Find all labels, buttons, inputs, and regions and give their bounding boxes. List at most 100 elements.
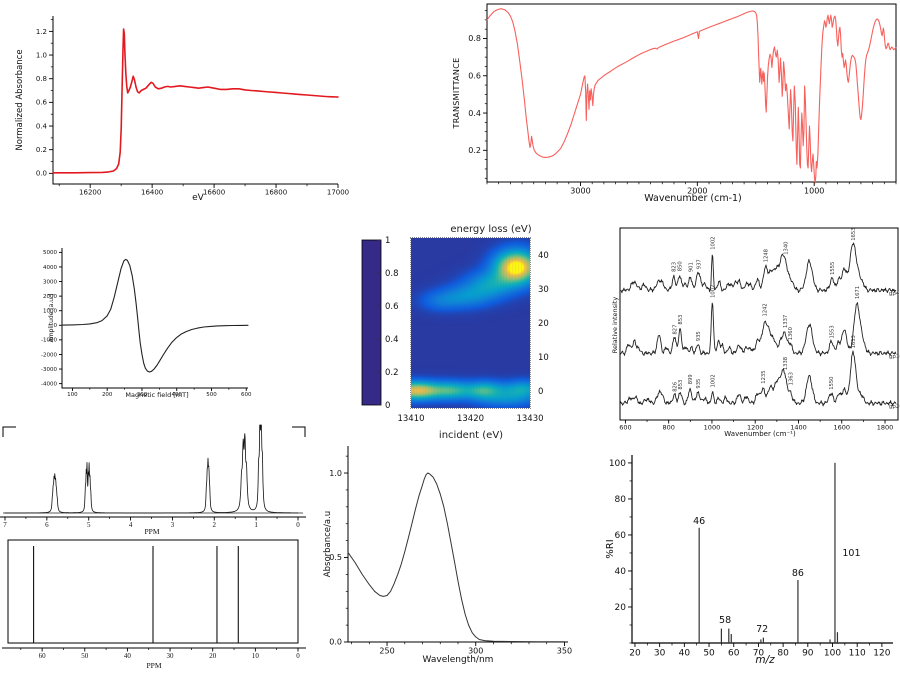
corner-bracket-right [292, 426, 306, 437]
energy-loss-tick-label: 40 [538, 251, 549, 261]
y-tick-label: 100 [609, 459, 626, 469]
nmr13c-plot: 60 50 40 30 20 10 0 [2, 539, 306, 660]
x-tick-label: 120 [873, 648, 890, 658]
xanes-group: 16200 16400 16600 16800 17000 0.0 0.2 0.4 0.6 0.8… [36, 16, 349, 196]
x-tick-label: 6 [45, 521, 49, 529]
y-tick-label: 20 [615, 603, 627, 613]
colorbar-tick-label: 0.6 [385, 302, 399, 312]
mass-peak-label: 58 [719, 615, 731, 626]
y-tick-label: 1.2 [36, 28, 47, 36]
spectrum-line [486, 8, 897, 184]
x-tick-label: 16800 [265, 188, 287, 196]
y-tick-label: 5000 [43, 250, 57, 256]
y-tick-label: 0.8 [468, 34, 481, 43]
colorbar [361, 239, 382, 406]
x-tick-label: 5 [87, 521, 91, 529]
epr-plot: 100 200 300 400 500 600 -4000 -3000 -2000 -1000 0 1… [41, 248, 252, 398]
x-tick-label: 50 [81, 652, 89, 660]
x-tick-label: 60 [728, 648, 740, 658]
colorbar-tick-label: 0 [385, 401, 390, 411]
peak-label: 1363 [788, 372, 794, 385]
raman-group: 600 800 1000 1200 1400 1600 1800 823 850 901 937 10… [619, 227, 900, 431]
x-tick-label: 7 [3, 521, 7, 529]
x-tick-label: 16200 [79, 188, 101, 196]
x-tick-label: 110 [849, 648, 866, 658]
xanes-panel: 16200 16400 16600 16800 17000 0.0 0.2 0.4 0.6 0.8… [8, 0, 355, 212]
x-tick-label: 300 [468, 646, 483, 655]
x-tick-label: 600 [241, 392, 252, 398]
y-tick-label: 0.6 [36, 99, 48, 107]
peak-label: 935 [696, 379, 702, 389]
trace-label: gp4 [889, 291, 900, 297]
x-tick-label: 100 [67, 392, 78, 398]
uv-x-axis-label: Wavelength/nm [422, 655, 494, 665]
colorbar-tick-label: 1 [385, 236, 390, 246]
epr-panel: 100 200 300 400 500 600 -4000 -3000 -2000 -1000 0 1… [41, 232, 270, 407]
spectrum-line [620, 302, 897, 357]
x-tick-label: 1600 [833, 423, 850, 431]
uv-plot: 250 300 350 0.0 0.5 1.0 [329, 446, 572, 655]
uv-group: 250 300 350 0.0 0.5 1.0 [329, 446, 572, 655]
uv-panel: 250 300 350 0.0 0.5 1.0 Absorbance/a.u Wavele… [315, 432, 572, 675]
x-tick-label: 20 [629, 648, 641, 658]
ms-x-axis-label: m/z [755, 654, 775, 666]
ms-plot: 20 30 40 50 60 70 80 90 100 110 120 20 40 60 80 100 46 58… [609, 455, 893, 658]
x-tick-label: 500 [206, 392, 217, 398]
nmr1h-x-axis-label: PPM [144, 527, 160, 536]
x-tick-label: 40 [124, 652, 132, 660]
rixs-title: energy loss (eV) [450, 224, 532, 235]
y-tick-label: 0.2 [468, 146, 481, 155]
peak-label: 1653 [851, 228, 857, 241]
ir-plot: 3000 2000 1000 0.2 0.4 0.6 0.8 [468, 3, 897, 195]
peak-label: 935 [696, 331, 702, 341]
x-tick-label: 1000 [704, 423, 721, 431]
x-tick-label: 16600 [203, 188, 225, 196]
peak-label: 827 [673, 325, 679, 335]
y-tick-label: 2000 [43, 294, 57, 300]
y-tick-label: -1000 [41, 338, 57, 344]
colorbar-tick-label: 0.2 [385, 368, 399, 378]
x-tick-label: 30 [167, 652, 175, 660]
y-tick-label: 0.8 [36, 75, 47, 83]
x-tick-label: 70 [753, 648, 765, 658]
y-tick-label: 0.4 [36, 122, 48, 130]
nmr13c-x-axis-label: PPM [146, 661, 162, 670]
x-tick-label: 600 [619, 423, 631, 431]
energy-loss-tick-label: 10 [538, 353, 549, 363]
x-tick-label: 20 [209, 652, 217, 660]
y-tick-label: 1.0 [36, 51, 47, 59]
peak-label: 1360 [788, 327, 794, 340]
nmr1h-panel: 7 6 5 4 3 2 1 0 PPM [0, 405, 308, 539]
peak-label: 937 [696, 259, 702, 269]
peak-label: 853 [678, 315, 684, 325]
mass-peak-label: 101 [842, 548, 860, 559]
spectrum-line [61, 258, 249, 373]
energy-loss-tick-label: 20 [538, 319, 549, 329]
peak-label: 899 [688, 374, 694, 384]
spectrum-line [347, 472, 565, 643]
x-tick-label: 16400 [141, 188, 163, 196]
ms-group: 20 30 40 50 60 70 80 90 100 110 120 20 40 60 80 100 46 58… [609, 455, 893, 658]
ir-y-axis-label: TRANSMITTANCE [452, 57, 461, 129]
raman-plot: 600 800 1000 1200 1400 1600 1800 823 850 901 937 10… [619, 227, 900, 431]
x-tick-label: 1400 [790, 423, 807, 431]
x-tick-label: 200 [102, 392, 113, 398]
peak-label: 1338 [783, 357, 789, 370]
rixs-x-axis-label: incident (eV) [438, 430, 504, 441]
axis-lines [347, 446, 568, 643]
mass-peak-label: 86 [792, 568, 804, 579]
mass-peak-label: 72 [756, 624, 768, 635]
x-tick-label: 2000 [687, 186, 707, 195]
x-tick-label: 90 [802, 648, 814, 658]
spectrum-line [620, 242, 897, 294]
colorbar-tick-label: 0.8 [385, 269, 399, 279]
y-tick-label: 1000 [43, 309, 57, 315]
y-tick-label: 0.4 [468, 109, 481, 118]
x-tick-label: 1000 [804, 186, 824, 195]
raman-x-axis-label: Wavenumber (cm⁻¹) [724, 430, 796, 438]
mass-peak-label: 46 [693, 516, 705, 527]
peak-label: 1002 [710, 285, 716, 298]
colorbar-tick-label: 0.4 [385, 335, 399, 345]
x-tick-label: 300 [137, 392, 148, 398]
